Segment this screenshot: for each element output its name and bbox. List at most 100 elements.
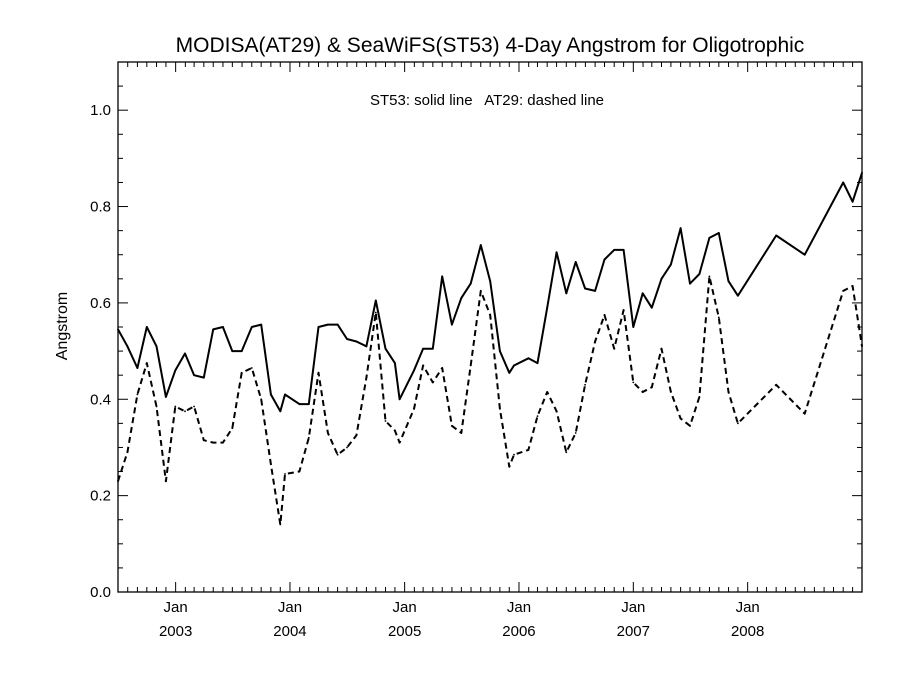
data-point-st53 [222, 326, 224, 328]
data-point-st53 [584, 287, 586, 290]
data-point-st53 [708, 237, 711, 239]
data-point-st53 [469, 282, 472, 285]
data-point-st53 [422, 347, 424, 350]
data-point-st53 [327, 323, 329, 326]
data-point-at29 [307, 436, 310, 439]
x-tick-label-month: Jan [621, 599, 645, 616]
data-point-at29 [603, 314, 606, 316]
data-point-st53 [117, 328, 119, 331]
data-point-st53 [861, 171, 863, 174]
data-point-at29 [431, 381, 434, 384]
data-point-at29 [489, 314, 492, 316]
data-point-at29 [565, 451, 568, 454]
data-point-st53 [574, 261, 577, 263]
data-point-at29 [240, 371, 243, 374]
data-point-st53 [698, 273, 701, 275]
data-point-at29 [546, 391, 549, 393]
y-tick-label: 0.6 [90, 295, 111, 312]
data-point-st53 [260, 323, 263, 326]
data-point-st53 [155, 345, 158, 348]
data-point-st53 [145, 326, 148, 328]
data-point-st53 [184, 352, 186, 355]
data-point-at29 [155, 405, 158, 408]
data-point-st53 [594, 290, 596, 292]
data-point-st53 [136, 367, 139, 369]
data-point-at29 [594, 340, 596, 343]
data-point-at29 [527, 449, 530, 451]
data-point-at29 [584, 383, 586, 386]
data-point-st53 [536, 362, 539, 364]
data-point-at29 [284, 473, 286, 475]
y-axis: 0.0 0.2 0.4 0.6 0.8 1.0 [90, 85, 862, 601]
data-point-st53 [641, 292, 644, 295]
x-tick-label-year: 2007 [617, 623, 650, 640]
data-point-st53 [803, 253, 806, 256]
data-point-at29 [422, 364, 424, 367]
data-point-at29 [574, 432, 577, 434]
series-line-st53 [117, 172, 863, 413]
data-point-at29 [126, 451, 129, 454]
x-tick-label-year: 2006 [502, 623, 535, 640]
x-tick-label-year: 2003 [159, 623, 192, 640]
y-tick-label: 0.0 [90, 584, 111, 601]
series-line-at29 [117, 275, 863, 526]
x-tick-label-month: Jan [736, 599, 760, 616]
y-tick-label: 0.2 [90, 488, 111, 505]
data-point-at29 [117, 480, 119, 483]
data-point-st53 [374, 299, 377, 302]
y-tick-label: 0.4 [90, 391, 111, 408]
data-point-at29 [679, 417, 682, 420]
data-point-at29 [622, 309, 625, 311]
data-point-at29 [536, 415, 539, 417]
data-point-st53 [565, 292, 568, 295]
data-point-at29 [355, 434, 358, 437]
data-point-st53 [355, 340, 358, 343]
data-point-at29 [279, 523, 282, 526]
data-point-at29 [508, 465, 511, 468]
x-tick-label-year: 2004 [273, 623, 306, 640]
data-point-at29 [851, 285, 854, 287]
data-point-st53 [717, 232, 720, 234]
data-point-st53 [679, 227, 682, 230]
data-point-st53 [613, 249, 616, 251]
data-point-st53 [441, 275, 444, 278]
chart-title: MODISA(AT29) & SeaWiFS(ST53) 4-Day Angst… [176, 34, 805, 57]
data-point-st53 [307, 403, 310, 405]
data-point-st53 [165, 396, 167, 398]
data-point-st53 [384, 347, 387, 350]
data-point-st53 [727, 280, 730, 283]
data-point-at29 [231, 427, 234, 430]
data-point-at29 [613, 347, 616, 350]
data-point-at29 [499, 408, 501, 410]
data-point-at29 [479, 290, 482, 292]
data-point-at29 [727, 391, 730, 393]
data-point-at29 [641, 391, 644, 393]
legend-annotation: ST53: solid line AT29: dashed line [370, 92, 604, 109]
data-point-at29 [708, 275, 711, 278]
data-point-at29 [193, 405, 196, 408]
data-point-st53 [202, 376, 205, 379]
data-point-at29 [384, 420, 387, 422]
data-point-at29 [184, 410, 186, 413]
data-point-st53 [479, 244, 482, 247]
data-point-st53 [174, 369, 177, 372]
data-point-st53 [527, 357, 530, 360]
data-point-st53 [508, 371, 511, 374]
y-axis-label: Angstrom [54, 292, 71, 360]
data-point-st53 [737, 294, 739, 297]
data-point-st53 [365, 345, 368, 348]
data-point-st53 [431, 347, 434, 350]
data-point-at29 [460, 432, 463, 434]
data-point-st53 [622, 249, 625, 251]
data-point-at29 [365, 376, 368, 379]
data-point-st53 [775, 234, 778, 237]
data-point-st53 [394, 362, 396, 364]
data-point-st53 [851, 200, 854, 203]
data-point-at29 [670, 391, 672, 393]
data-point-st53 [279, 410, 282, 413]
x-tick-label-month: Jan [164, 599, 188, 616]
x-tick-label-month: Jan [507, 599, 531, 616]
x-tick-label-year: 2005 [388, 623, 421, 640]
data-point-st53 [842, 181, 845, 184]
data-point-st53 [603, 258, 606, 261]
